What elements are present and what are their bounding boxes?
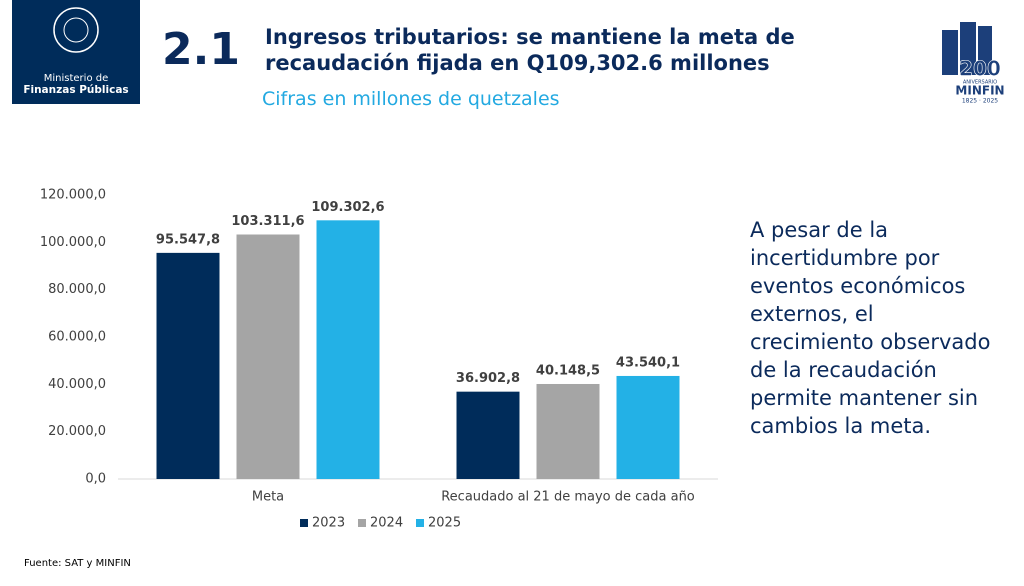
legend-label: 2024 [370, 516, 403, 531]
value-label: 40.148,5 [536, 363, 600, 378]
logo-number: 200 [959, 57, 1001, 81]
source: Fuente: SAT y MINFIN [24, 558, 131, 569]
value-label: 36.902,8 [456, 371, 520, 386]
y-tick-label: 120.000,0 [40, 188, 106, 203]
value-label: 95.547,8 [156, 232, 220, 247]
logo-line1: ANIVERSARIO [963, 80, 997, 86]
legend-swatch [416, 519, 424, 527]
y-tick-label: 80.000,0 [48, 282, 106, 297]
bar [616, 375, 680, 479]
y-tick-label: 20.000,0 [48, 424, 106, 439]
y-tick-label: 100.000,0 [40, 235, 106, 250]
value-label: 43.540,1 [616, 355, 680, 370]
logo-line2: MINFIN [955, 84, 1004, 98]
value-label: 103.311,6 [231, 214, 304, 229]
side-text: A pesar de la incertidumbre por eventos … [750, 218, 991, 438]
x-tick-label: Recaudado al 21 de mayo de cada año [441, 490, 695, 505]
y-tick-label: 40.000,0 [48, 377, 106, 392]
building [978, 26, 992, 75]
emblem [63, 17, 89, 43]
logo-right: 200 ANIVERSARIO MINFIN 1825 · 2025 [942, 22, 1005, 105]
legend-swatch [300, 519, 308, 527]
chart-subtitle: Cifras en millones de quetzales [262, 88, 560, 110]
chart-title: Ingresos tributarios: se mantiene la met… [265, 25, 795, 75]
logo-left-line2: Finanzas Públicas [23, 84, 128, 96]
legend-swatch [358, 519, 366, 527]
bar [156, 252, 220, 479]
building [942, 30, 958, 75]
y-tick-label: 0,0 [85, 472, 106, 487]
legend-label: 2023 [312, 516, 345, 531]
value-label: 109.302,6 [311, 200, 384, 215]
bar [316, 220, 380, 479]
bar [456, 391, 520, 479]
bar [236, 234, 300, 479]
y-tick-label: 60.000,0 [48, 330, 106, 345]
bar [536, 383, 600, 479]
emblem [53, 7, 99, 53]
logo-left-line1: Ministerio de [44, 73, 109, 84]
x-tick-label: Meta [252, 490, 284, 505]
building [960, 22, 976, 75]
logo-years: 1825 · 2025 [962, 98, 998, 105]
section-number: 2.1 [162, 24, 240, 75]
legend-label: 2025 [428, 516, 461, 531]
